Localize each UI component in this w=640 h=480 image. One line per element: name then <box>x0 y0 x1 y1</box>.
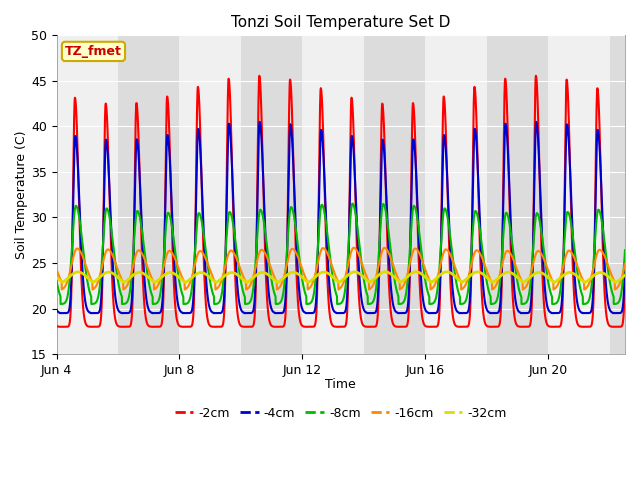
-32cm <box>604 273 612 279</box>
-2cm <box>117 324 125 330</box>
Bar <box>425 36 486 354</box>
-4cm <box>323 237 331 243</box>
-32cm <box>412 269 420 275</box>
-32cm <box>466 273 474 279</box>
Text: TZ_fmet: TZ_fmet <box>65 45 122 58</box>
-32cm <box>323 270 331 276</box>
-16cm <box>296 260 304 265</box>
Bar <box>548 36 610 354</box>
Line: -4cm: -4cm <box>56 122 625 313</box>
-16cm <box>621 261 629 267</box>
Line: -16cm: -16cm <box>56 248 625 289</box>
-16cm <box>212 287 220 292</box>
-4cm <box>292 221 300 227</box>
-8cm <box>575 282 583 288</box>
Y-axis label: Soil Temperature (C): Soil Temperature (C) <box>15 131 28 259</box>
Bar <box>179 36 241 354</box>
-32cm <box>292 270 300 276</box>
-8cm <box>323 226 331 231</box>
-4cm <box>604 299 612 305</box>
-8cm <box>211 301 218 307</box>
Bar <box>241 36 302 354</box>
-8cm <box>296 261 304 267</box>
-4cm <box>575 308 583 313</box>
-2cm <box>532 73 540 79</box>
-32cm <box>296 273 304 278</box>
-16cm <box>52 266 60 272</box>
-2cm <box>575 324 583 329</box>
-4cm <box>621 259 629 264</box>
-16cm <box>292 249 300 254</box>
-2cm <box>52 323 60 329</box>
-2cm <box>604 320 612 325</box>
-8cm <box>621 247 629 253</box>
Line: -32cm: -32cm <box>56 272 625 283</box>
-8cm <box>604 266 612 272</box>
-8cm <box>466 272 474 277</box>
-2cm <box>292 240 300 246</box>
Line: -8cm: -8cm <box>56 204 625 304</box>
Legend: -2cm, -4cm, -8cm, -16cm, -32cm: -2cm, -4cm, -8cm, -16cm, -32cm <box>170 402 512 425</box>
-2cm <box>296 318 304 324</box>
-2cm <box>621 266 629 272</box>
-32cm <box>212 280 220 286</box>
X-axis label: Time: Time <box>325 378 356 391</box>
Bar <box>302 36 364 354</box>
-16cm <box>323 249 331 255</box>
-32cm <box>621 272 629 278</box>
-4cm <box>52 307 60 312</box>
Bar <box>610 36 640 354</box>
-16cm <box>350 245 358 251</box>
Bar <box>56 36 118 354</box>
Bar <box>118 36 179 354</box>
-8cm <box>349 201 356 206</box>
-8cm <box>52 277 60 283</box>
-16cm <box>604 262 612 268</box>
-2cm <box>466 316 474 322</box>
-16cm <box>575 269 583 275</box>
-4cm <box>296 296 304 302</box>
-32cm <box>52 275 60 280</box>
Line: -2cm: -2cm <box>56 76 625 327</box>
-4cm <box>256 119 264 125</box>
-4cm <box>466 298 474 303</box>
-8cm <box>292 223 300 229</box>
Title: Tonzi Soil Temperature Set D: Tonzi Soil Temperature Set D <box>231 15 451 30</box>
-32cm <box>575 276 583 281</box>
Bar <box>486 36 548 354</box>
-16cm <box>466 269 474 275</box>
-2cm <box>323 260 331 266</box>
-4cm <box>87 310 95 316</box>
Bar <box>364 36 425 354</box>
